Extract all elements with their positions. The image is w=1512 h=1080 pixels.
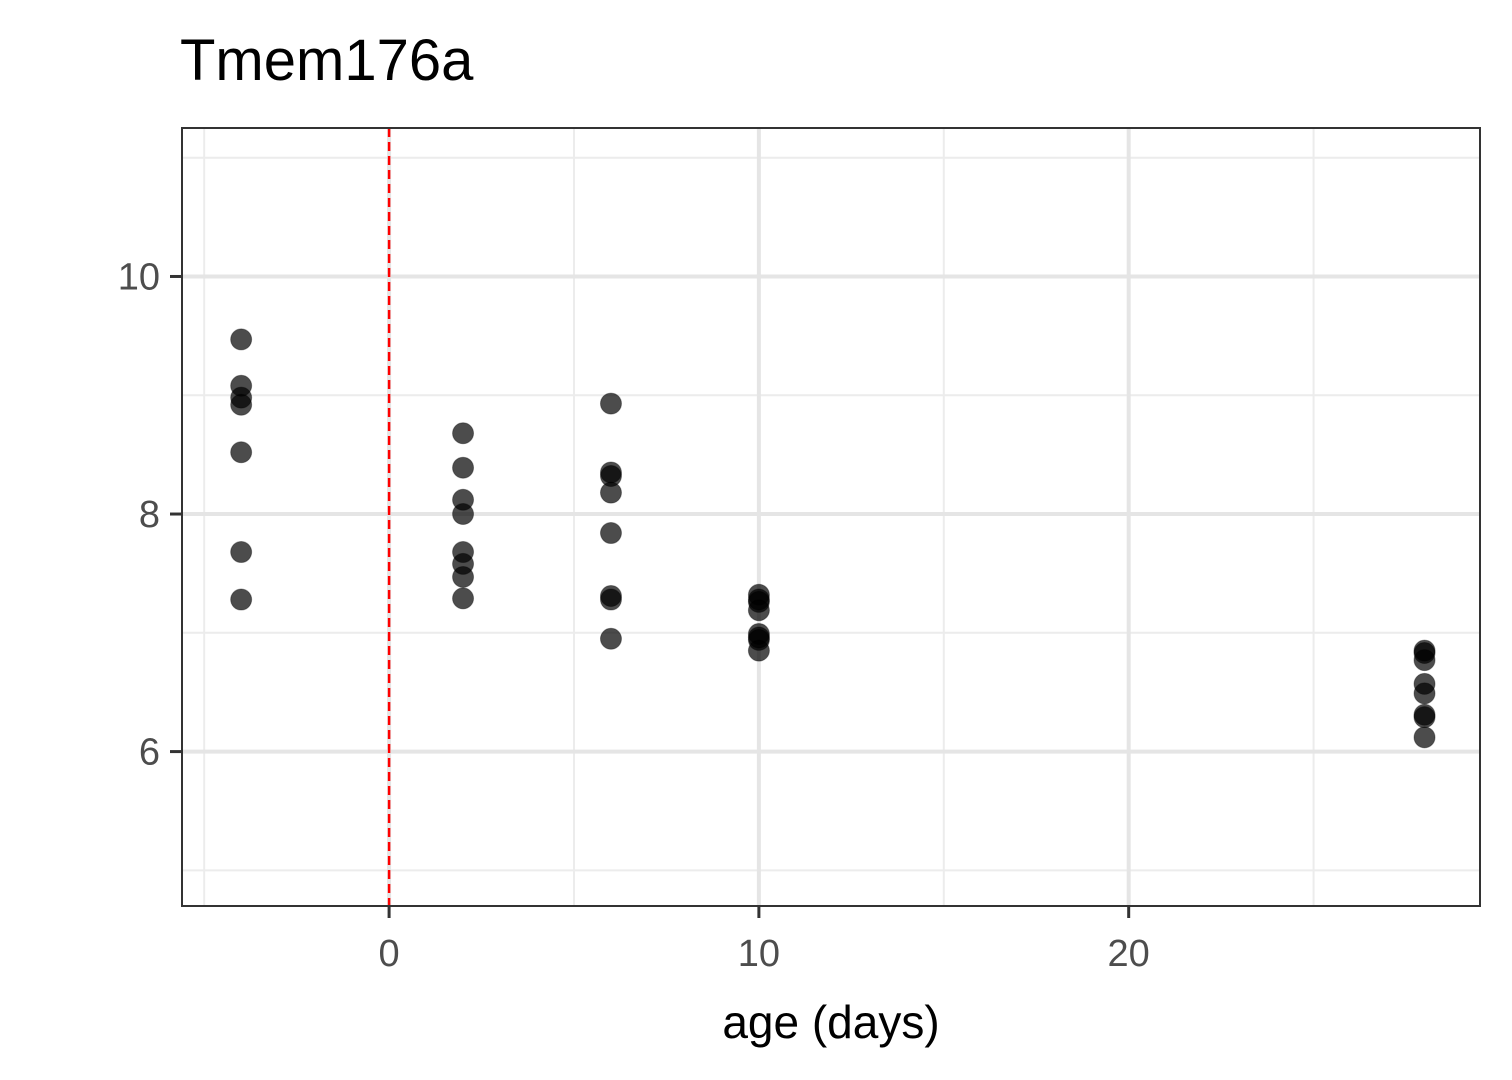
data-point (230, 328, 253, 351)
x-tick-label: 0 (379, 933, 400, 975)
x-axis: 0 10 20 (379, 906, 1150, 975)
minor-gridlines (182, 128, 1480, 906)
data-point (599, 481, 622, 504)
x-axis-title: age (days) (722, 996, 939, 1048)
plot-panel-border (181, 127, 1481, 907)
data-point (599, 522, 622, 545)
data-point (452, 422, 475, 445)
data-points (230, 328, 1436, 749)
data-point (452, 503, 475, 526)
data-point (1413, 706, 1436, 729)
data-point (1413, 726, 1436, 749)
data-point (747, 599, 770, 622)
data-point (230, 441, 253, 464)
data-point (1413, 649, 1436, 672)
data-point (1413, 682, 1436, 705)
y-axis: 6 8 10 (118, 256, 182, 774)
y-tick-label: 8 (139, 494, 160, 536)
data-point (230, 541, 253, 564)
x-tick-label: 10 (738, 933, 780, 975)
x-tick-label: 20 (1108, 933, 1150, 975)
data-point (230, 588, 253, 611)
y-tick-label: 10 (118, 256, 160, 298)
data-point (599, 627, 622, 650)
data-point (452, 587, 475, 610)
data-point (599, 392, 622, 415)
plot-panel-background (182, 128, 1480, 906)
chart-title: Tmem176a (180, 28, 474, 93)
data-point (452, 565, 475, 588)
major-gridlines (182, 128, 1480, 906)
data-point (452, 456, 475, 479)
data-point (747, 639, 770, 662)
y-tick-label: 6 (139, 732, 160, 774)
data-point (230, 393, 253, 416)
data-point (599, 588, 622, 611)
